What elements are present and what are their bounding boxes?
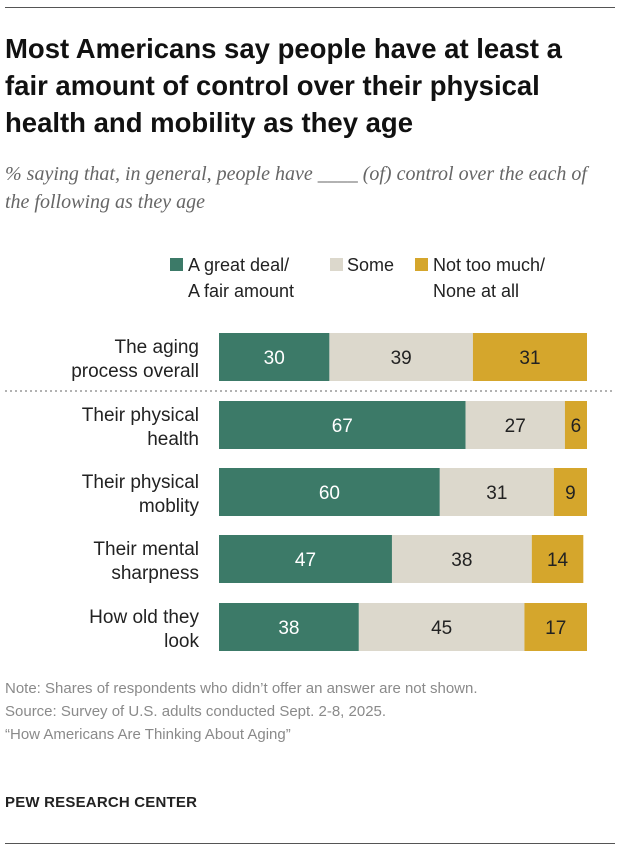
legend-label-great-deal-line2: A fair amount: [188, 281, 295, 301]
legend-label-not-too-much-line1: Not too much/: [433, 255, 546, 275]
bar-segment: [219, 401, 466, 449]
bar-value-label: 47: [295, 550, 316, 571]
bar-segment: [219, 603, 359, 651]
bar-segment: [219, 333, 330, 381]
bar-segment: [391, 535, 532, 583]
category-label-line: How old they: [89, 607, 199, 628]
category-label: Their physical health: [82, 405, 199, 450]
bar-value-label: 14: [547, 550, 569, 571]
bar-value-label: 6: [571, 416, 582, 437]
category-label-line: Their mental: [93, 539, 199, 560]
category-label-line: Their physical: [82, 405, 199, 426]
source-text: Source: Survey of U.S. adults conducted …: [5, 703, 387, 720]
bar-value-label: 38: [451, 550, 472, 571]
category-label-line: sharpness: [111, 563, 199, 584]
category-label-line: The aging: [114, 337, 199, 358]
bar-value-label: 27: [505, 416, 526, 437]
bar-segment: [358, 603, 525, 651]
category-label-line: Their physical: [82, 472, 199, 493]
bar-segment: [439, 468, 554, 516]
bar-value-label: 67: [332, 416, 353, 437]
bar-segment: [219, 468, 440, 516]
category-label: How old they look: [89, 607, 199, 652]
bar-value-label: 31: [519, 348, 540, 369]
stacked-bar-chart: The aging process overall 30 39 31 Their phys…: [5, 333, 615, 652]
top-rule: [5, 7, 615, 8]
bar-value-label: 9: [565, 483, 576, 504]
category-label-line: process overall: [71, 361, 199, 382]
legend-label-great-deal-line1: A great deal/: [188, 255, 290, 275]
note-text: Note: Shares of respondents who didn’t o…: [5, 680, 478, 697]
bar-segment: [219, 535, 392, 583]
category-label-line: moblity: [139, 496, 200, 517]
bar-value-label: 39: [391, 348, 412, 369]
category-label-line: look: [164, 631, 199, 652]
category-label: The aging process overall: [71, 337, 199, 382]
category-label: Their physical moblity: [82, 472, 200, 517]
bar-value-label: 60: [319, 483, 340, 504]
legend-label-not-too-much-line2: None at all: [433, 281, 520, 301]
bar-segment: [472, 333, 587, 381]
bar-segment: [553, 468, 587, 516]
bar-value-label: 45: [431, 618, 452, 639]
chart-subtitle: % saying that, in general, people have _…: [5, 163, 587, 213]
category-label: Their mental sharpness: [93, 539, 199, 584]
report-title-text: “How Americans Are Thinking About Aging”: [5, 726, 291, 743]
chart-title: Most Americans say people have at least …: [5, 33, 562, 138]
category-label-line: health: [147, 429, 199, 450]
legend-label-some: Some: [347, 255, 395, 275]
legend-swatch-some: [330, 258, 343, 271]
bar-segment: [329, 333, 473, 381]
bar-value-label: 38: [278, 618, 299, 639]
brand-logo-text: PEW RESEARCH CENTER: [5, 794, 198, 811]
legend-swatch-great-deal: [170, 258, 183, 271]
bar-segment: [531, 535, 584, 583]
bar-value-label: 17: [545, 618, 566, 639]
bar-segment: [564, 401, 587, 449]
bottom-rule: [5, 843, 615, 844]
chart-notes: Note: Shares of respondents who didn’t o…: [5, 677, 605, 746]
legend-swatch-not-too-much: [415, 258, 428, 271]
bar-value-label: 31: [486, 483, 507, 504]
bar-segment: [524, 603, 587, 651]
bar-value-label: 30: [264, 348, 285, 369]
bar-segment: [465, 401, 565, 449]
